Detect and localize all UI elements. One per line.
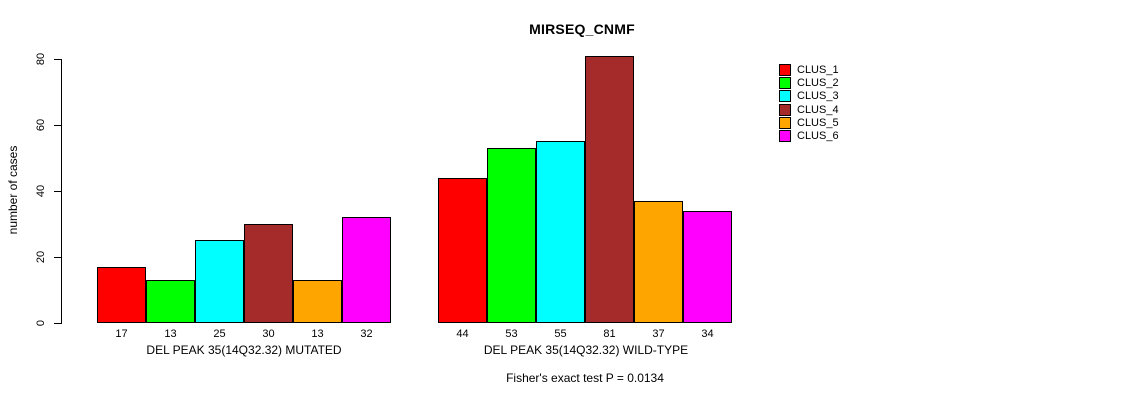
chart-title: MIRSEQ_CNMF bbox=[529, 21, 635, 37]
chart-subtitle: Fisher's exact test P = 0.0134 bbox=[506, 371, 664, 385]
bar-value-label: 37 bbox=[652, 328, 665, 340]
y-tick-40 bbox=[54, 190, 61, 192]
bar-value-label: 25 bbox=[213, 328, 226, 340]
bar-clus5-group1 bbox=[293, 280, 342, 323]
y-axis-line bbox=[61, 59, 62, 324]
bar-clus4-group2 bbox=[585, 56, 634, 323]
legend-swatch-icon bbox=[779, 130, 791, 143]
legend-swatch-icon bbox=[779, 63, 791, 76]
legend-row-clus_1: CLUS_1 bbox=[779, 63, 839, 76]
y-tick-80 bbox=[54, 58, 61, 60]
bar-value-label: 17 bbox=[115, 328, 128, 340]
legend-swatch-icon bbox=[779, 116, 791, 129]
y-tick-label-0: 0 bbox=[35, 319, 47, 327]
group-label-mutated: DEL PEAK 35(14Q32.32) MUTATED bbox=[146, 343, 342, 357]
group-label-wild-type: DEL PEAK 35(14Q32.32) WILD-TYPE bbox=[483, 343, 689, 357]
bar-clus6-group1 bbox=[342, 217, 391, 323]
bar-clus1-group2 bbox=[438, 178, 487, 323]
bar-clus1-group1 bbox=[97, 267, 146, 323]
bar-value-label: 32 bbox=[360, 328, 373, 340]
legend: CLUS_1 CLUS_2 CLUS_3 CLUS_4 CLUS_5 CLUS_6 bbox=[779, 63, 839, 143]
bar-clus5-group2 bbox=[634, 201, 683, 323]
legend-swatch-icon bbox=[779, 90, 791, 103]
bar-value-label: 13 bbox=[164, 328, 177, 340]
y-tick-label-20: 20 bbox=[35, 250, 47, 264]
y-tick-60 bbox=[54, 124, 61, 126]
bar-clus6-group2 bbox=[683, 211, 732, 323]
bar-clus3-group2 bbox=[536, 141, 585, 323]
y-axis-label: number of cases bbox=[6, 145, 20, 235]
bar-clus3-group1 bbox=[195, 240, 244, 323]
y-tick-label-40: 40 bbox=[35, 184, 47, 198]
legend-swatch-icon bbox=[779, 76, 791, 89]
legend-swatch-icon bbox=[779, 103, 791, 116]
legend-row-clus_5: CLUS_5 bbox=[779, 116, 839, 129]
legend-row-clus_4: CLUS_4 bbox=[779, 103, 839, 116]
bar-clus2-group1 bbox=[146, 280, 195, 323]
legend-label: CLUS_4 bbox=[797, 103, 839, 116]
bar-value-label: 81 bbox=[603, 328, 616, 340]
y-tick-label-60: 60 bbox=[35, 118, 47, 132]
legend-label: CLUS_1 bbox=[797, 63, 839, 76]
legend-row-clus_6: CLUS_6 bbox=[779, 129, 839, 143]
bar-value-label: 44 bbox=[456, 328, 469, 340]
bar-value-label: 34 bbox=[701, 328, 714, 340]
bar-clus4-group1 bbox=[244, 224, 293, 323]
bar-clus2-group2 bbox=[487, 148, 536, 323]
bar-value-label: 30 bbox=[262, 328, 275, 340]
legend-label: CLUS_2 bbox=[797, 76, 839, 89]
legend-label: CLUS_6 bbox=[797, 130, 839, 143]
legend-row-clus_2: CLUS_2 bbox=[779, 76, 839, 89]
bar-value-label: 13 bbox=[311, 328, 324, 340]
bar-value-label: 53 bbox=[505, 328, 518, 340]
y-tick-0 bbox=[54, 322, 61, 324]
legend-label: CLUS_5 bbox=[797, 116, 839, 129]
y-tick-label-80: 80 bbox=[35, 52, 47, 66]
legend-row-clus_3: CLUS_3 bbox=[779, 90, 839, 103]
y-tick-20 bbox=[54, 256, 61, 258]
legend-label: CLUS_3 bbox=[797, 90, 839, 103]
bar-value-label: 55 bbox=[554, 328, 567, 340]
